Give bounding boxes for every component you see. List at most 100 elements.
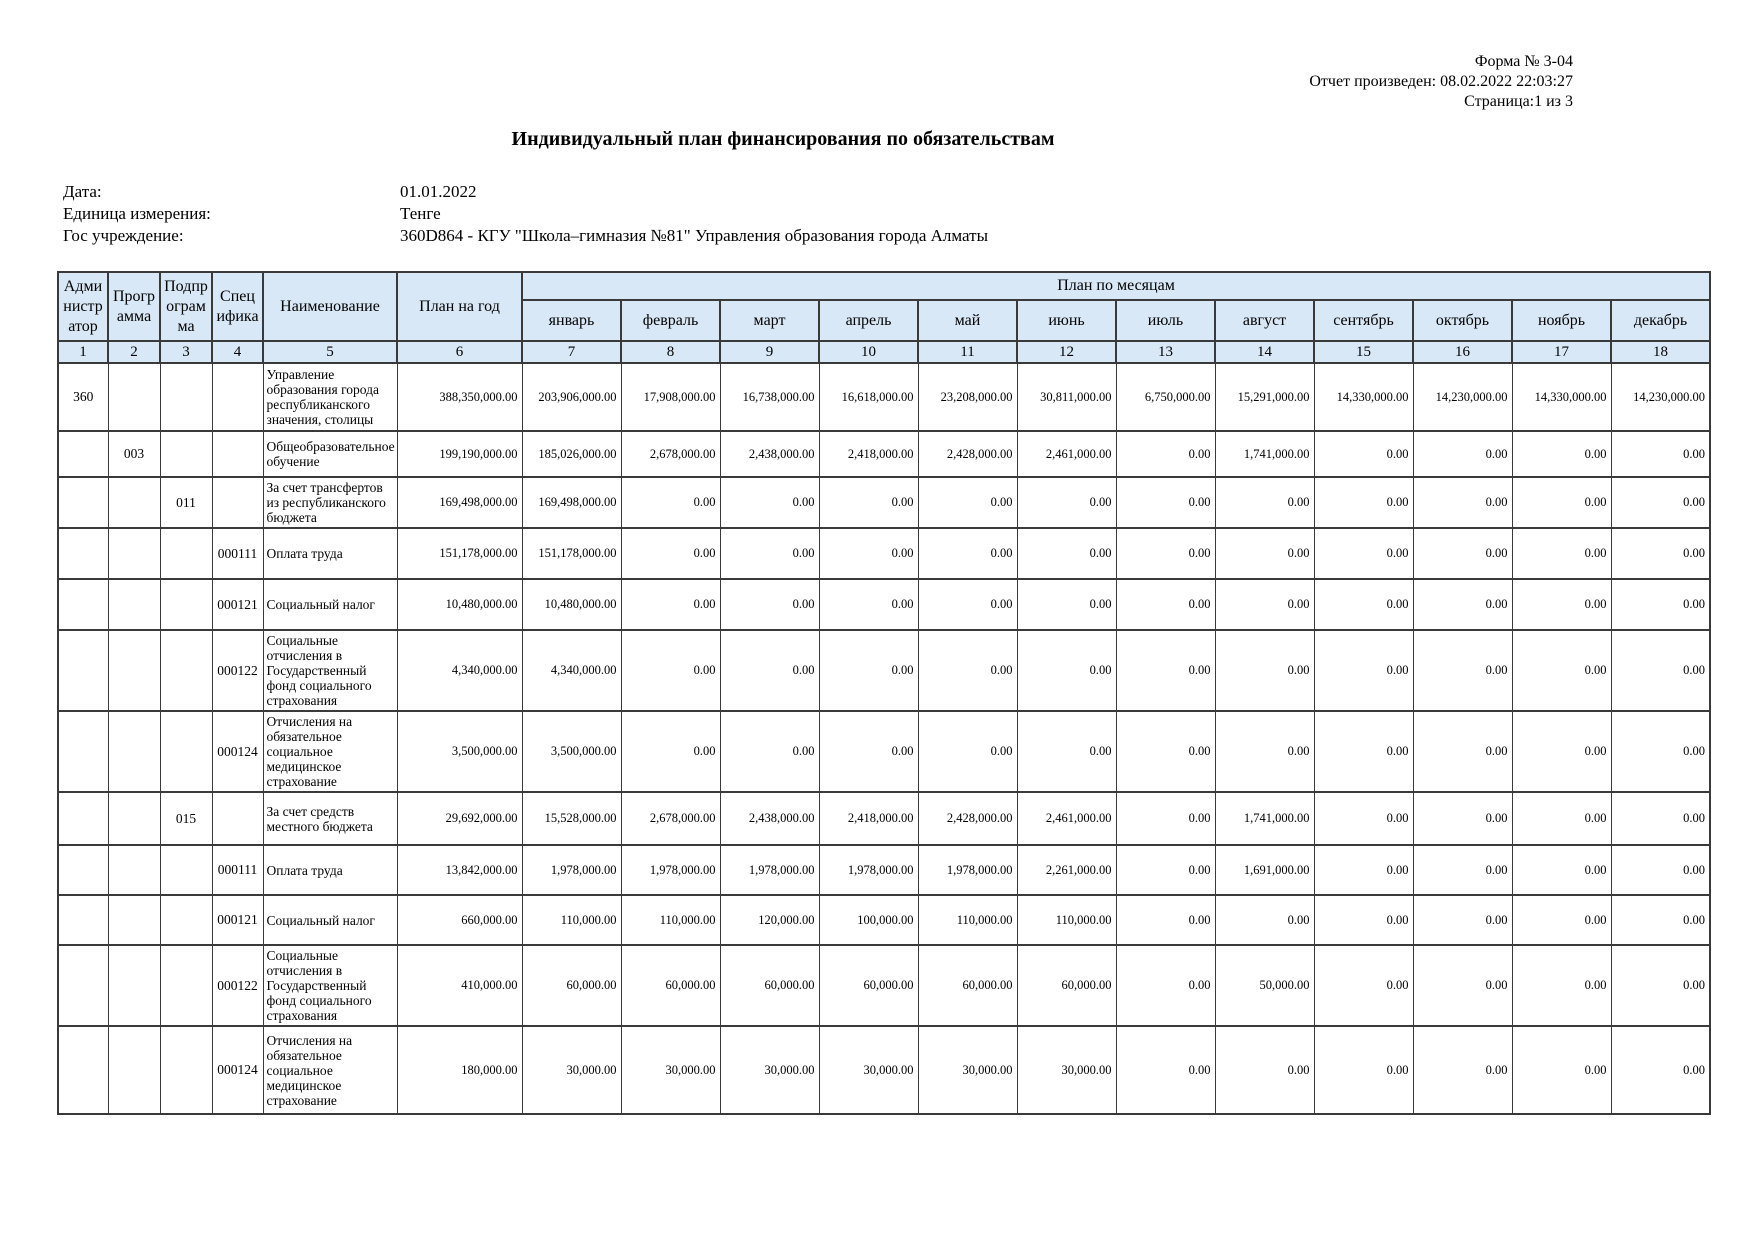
- cell-month-8: 50,000.00: [1214, 944, 1315, 1027]
- cell-month-5: 110,000.00: [917, 894, 1018, 946]
- cell-month-7: 0.00: [1115, 629, 1216, 712]
- cell-plan-year: 199,190,000.00: [396, 430, 523, 478]
- cell-month-5: 0.00: [917, 629, 1018, 712]
- column-number-9: 9: [719, 340, 820, 364]
- cell-month-9: 0.00: [1313, 844, 1414, 896]
- cell-month-8: 0.00: [1214, 894, 1315, 946]
- cell-month-6: 30,000.00: [1016, 1025, 1117, 1115]
- month-header-5: май: [917, 299, 1018, 342]
- cell-month-2: 30,000.00: [620, 1025, 721, 1115]
- cell-admin: [57, 710, 109, 793]
- cell-month-2: 2,678,000.00: [620, 791, 721, 846]
- table-row: 015 За счет средств местного бюджета 29,69…: [57, 791, 1711, 846]
- cell-month-2: 0.00: [620, 710, 721, 793]
- cell-month-4: 30,000.00: [818, 1025, 919, 1115]
- cell-month-6: 0.00: [1016, 476, 1117, 529]
- cell-month-1: 10,480,000.00: [521, 578, 622, 631]
- column-header-6: План на год: [396, 271, 523, 342]
- table-row: 000111 Оплата труда 151,178,000.00 151,178,…: [57, 527, 1711, 580]
- cell-month-1: 4,340,000.00: [521, 629, 622, 712]
- column-number-11: 11: [917, 340, 1018, 364]
- cell-specifics: 000121: [211, 894, 264, 946]
- cell-month-2: 0.00: [620, 527, 721, 580]
- cell-month-2: 0.00: [620, 629, 721, 712]
- cell-month-3: 0.00: [719, 578, 820, 631]
- cell-plan-year: 169,498,000.00: [396, 476, 523, 529]
- cell-month-11: 0.00: [1511, 629, 1612, 712]
- cell-month-7: 0.00: [1115, 578, 1216, 631]
- cell-month-4: 2,418,000.00: [818, 791, 919, 846]
- cell-plan-year: 151,178,000.00: [396, 527, 523, 580]
- column-header-2: Программа: [107, 271, 161, 342]
- cell-specifics: [211, 476, 264, 529]
- table-row: 000122 Социальные отчисления в Государств…: [57, 944, 1711, 1027]
- cell-month-9: 0.00: [1313, 430, 1414, 478]
- cell-program: [107, 894, 161, 946]
- cell-month-2: 110,000.00: [620, 894, 721, 946]
- column-number-1: 1: [57, 340, 109, 364]
- cell-plan-year: 388,350,000.00: [396, 362, 523, 432]
- column-number-17: 17: [1511, 340, 1612, 364]
- cell-month-4: 2,418,000.00: [818, 430, 919, 478]
- cell-month-4: 0.00: [818, 476, 919, 529]
- cell-month-11: 0.00: [1511, 894, 1612, 946]
- month-header-9: сентябрь: [1313, 299, 1414, 342]
- info-row-institution: Гос учреждение: 360D864 - КГУ "Школа–гим…: [63, 225, 1754, 247]
- cell-month-9: 0.00: [1313, 476, 1414, 529]
- column-number-8: 8: [620, 340, 721, 364]
- cell-month-10: 0.00: [1412, 578, 1513, 631]
- table-row: 360 Управление образования города республ…: [57, 362, 1711, 432]
- cell-month-11: 0.00: [1511, 791, 1612, 846]
- cell-specifics: 000124: [211, 710, 264, 793]
- cell-name: Управление образования города республика…: [262, 362, 398, 432]
- cell-month-12: 0.00: [1610, 944, 1711, 1027]
- table-row: 000121 Социальный налог 10,480,000.00 10,48…: [57, 578, 1711, 631]
- cell-admin: [57, 430, 109, 478]
- cell-name: Социальный налог: [262, 578, 398, 631]
- cell-month-11: 0.00: [1511, 430, 1612, 478]
- cell-month-1: 15,528,000.00: [521, 791, 622, 846]
- cell-month-1: 30,000.00: [521, 1025, 622, 1115]
- document-info: Дата: 01.01.2022 Единица измерения: Тенг…: [63, 181, 1754, 247]
- cell-subprogram: [159, 430, 213, 478]
- form-number: Форма № 3-04: [1474, 53, 1573, 70]
- institution-label: Гос учреждение:: [63, 226, 184, 245]
- month-header-12: декабрь: [1609, 299, 1712, 342]
- unit-value: Тенге: [400, 204, 441, 223]
- cell-name: За счет трансфертов из республиканского …: [262, 476, 398, 529]
- cell-specifics: [211, 791, 264, 846]
- cell-month-10: 0.00: [1412, 1025, 1513, 1115]
- cell-subprogram: [159, 944, 213, 1027]
- cell-month-4: 0.00: [818, 710, 919, 793]
- cell-specifics: 000122: [211, 629, 264, 712]
- cell-month-3: 0.00: [719, 527, 820, 580]
- cell-name: Отчисления на обязательное социальное ме…: [262, 710, 398, 793]
- cell-month-6: 30,811,000.00: [1016, 362, 1117, 432]
- cell-month-7: 0.00: [1115, 791, 1216, 846]
- cell-month-11: 0.00: [1511, 1025, 1612, 1115]
- cell-month-5: 0.00: [917, 578, 1018, 631]
- cell-month-1: 3,500,000.00: [521, 710, 622, 793]
- cell-plan-year: 660,000.00: [396, 894, 523, 946]
- cell-month-8: 0.00: [1214, 1025, 1315, 1115]
- cell-subprogram: [159, 1025, 213, 1115]
- cell-month-10: 0.00: [1412, 527, 1513, 580]
- column-number-13: 13: [1115, 340, 1216, 364]
- cell-month-9: 0.00: [1313, 894, 1414, 946]
- page-number: Страница:1 из 3: [1464, 93, 1573, 110]
- cell-program: [107, 362, 161, 432]
- cell-month-12: 0.00: [1610, 430, 1711, 478]
- cell-month-3: 30,000.00: [719, 1025, 820, 1115]
- table-body: 360 Управление образования города республ…: [57, 362, 1711, 1115]
- cell-subprogram: [159, 629, 213, 712]
- cell-month-11: 0.00: [1511, 476, 1612, 529]
- cell-month-1: 185,026,000.00: [521, 430, 622, 478]
- cell-month-8: 1,691,000.00: [1214, 844, 1315, 896]
- cell-month-3: 0.00: [719, 710, 820, 793]
- month-header-6: июнь: [1016, 299, 1117, 342]
- cell-month-5: 60,000.00: [917, 944, 1018, 1027]
- cell-month-10: 0.00: [1412, 476, 1513, 529]
- month-header-7: июль: [1115, 299, 1216, 342]
- cell-program: 003: [107, 430, 161, 478]
- cell-month-2: 1,978,000.00: [620, 844, 721, 896]
